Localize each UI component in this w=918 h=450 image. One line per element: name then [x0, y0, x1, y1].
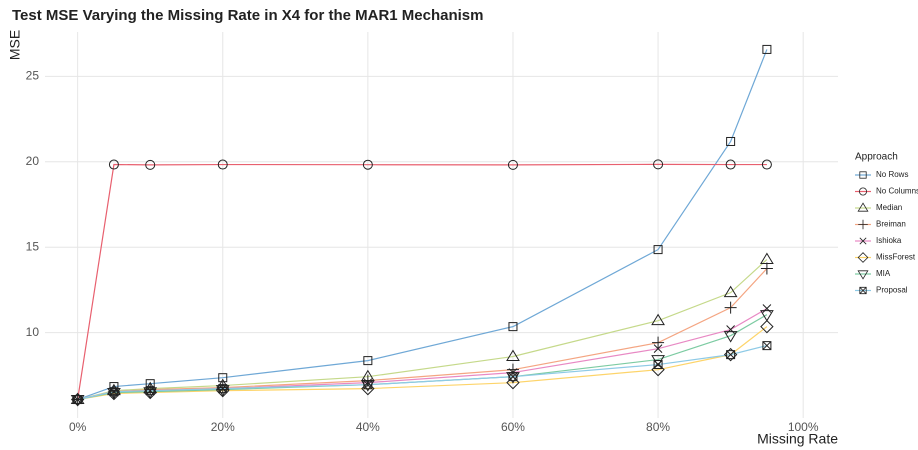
- marker: [761, 159, 772, 170]
- marker: [109, 387, 119, 397]
- legend-item: MissForest: [855, 252, 916, 263]
- legend-label: MissForest: [876, 253, 916, 262]
- y-tick-label: 10: [26, 325, 40, 339]
- marker: [723, 285, 738, 298]
- marker: [859, 286, 867, 295]
- marker: [652, 336, 665, 349]
- marker: [762, 341, 772, 351]
- marker: [653, 344, 663, 354]
- marker: [73, 395, 83, 405]
- marker: [859, 237, 867, 245]
- legend-label: Proposal: [876, 286, 908, 295]
- marker: [760, 252, 774, 265]
- marker: [857, 270, 869, 280]
- marker: [653, 360, 663, 370]
- x-tick-label: 100%: [788, 420, 819, 434]
- marker: [726, 136, 736, 146]
- marker: [506, 349, 520, 362]
- legend-item: Ishioka: [855, 236, 902, 245]
- series-line: [77, 268, 768, 401]
- x-tick-label: 0%: [69, 420, 87, 434]
- x-tick-label: 20%: [211, 420, 235, 434]
- marker: [143, 387, 158, 399]
- x-tick-label: 80%: [646, 420, 670, 434]
- y-tick-label: 15: [26, 239, 40, 253]
- legend-label: No Columns: [876, 187, 918, 196]
- marker: [760, 262, 773, 275]
- legend-label: MIA: [876, 269, 891, 278]
- x-axis-label: Missing Rate: [757, 431, 838, 447]
- legend-item: Breiman: [855, 220, 906, 230]
- legend-title: Approach: [855, 152, 898, 163]
- legend-label: No Rows: [876, 170, 908, 179]
- marker: [653, 159, 664, 170]
- legend-item: No Rows: [855, 170, 908, 179]
- marker: [726, 325, 735, 334]
- marker: [726, 350, 736, 360]
- marker: [363, 380, 373, 390]
- marker: [858, 219, 868, 230]
- marker: [363, 356, 373, 366]
- marker: [760, 310, 774, 322]
- marker: [858, 187, 867, 196]
- marker: [215, 385, 230, 397]
- legend-item: MIA: [855, 269, 891, 280]
- marker: [760, 319, 774, 334]
- marker: [725, 159, 736, 170]
- marker: [145, 159, 156, 170]
- chart-title: Test MSE Varying the Missing Rate in X4 …: [12, 7, 484, 24]
- marker: [653, 245, 663, 255]
- y-axis-label: MSE: [7, 30, 23, 60]
- marker: [145, 386, 155, 396]
- marker: [859, 171, 867, 179]
- legend-label: Breiman: [876, 220, 906, 229]
- marker: [857, 202, 869, 212]
- legend-item: No Columns: [855, 187, 918, 196]
- marker: [651, 313, 665, 326]
- x-tick-label: 40%: [356, 420, 380, 434]
- marker: [507, 159, 518, 170]
- marker: [362, 159, 373, 170]
- x-tick-label: 60%: [501, 420, 525, 434]
- y-tick-label: 25: [26, 69, 40, 83]
- legend-label: Median: [876, 203, 902, 212]
- marker: [724, 301, 737, 314]
- marker: [107, 388, 121, 400]
- legend-label: Ishioka: [876, 236, 902, 245]
- y-tick-label: 20: [26, 154, 40, 168]
- marker: [508, 372, 518, 382]
- marker: [762, 44, 772, 54]
- marker: [723, 331, 738, 343]
- series-line: [77, 49, 768, 401]
- marker: [506, 363, 519, 376]
- marker: [508, 322, 518, 332]
- legend-item: Proposal: [855, 286, 908, 295]
- legend-item: Median: [855, 202, 902, 212]
- marker: [218, 384, 228, 394]
- marker: [762, 304, 772, 313]
- marker: [108, 159, 119, 170]
- marker: [217, 159, 228, 170]
- series-line: [77, 163, 767, 400]
- marker: [857, 252, 869, 263]
